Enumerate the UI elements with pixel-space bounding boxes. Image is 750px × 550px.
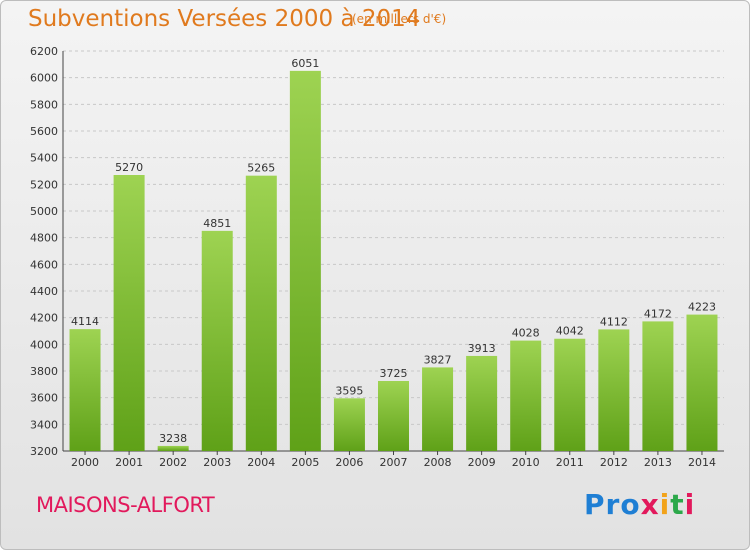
bar-layer xyxy=(69,70,718,451)
bar xyxy=(642,321,674,451)
x-tick-label: 2008 xyxy=(424,456,452,469)
city-name: MAISONS-ALFORT xyxy=(36,493,215,517)
data-label: 3827 xyxy=(424,353,452,366)
data-label: 5270 xyxy=(115,161,143,174)
x-tick-label: 2011 xyxy=(556,456,584,469)
y-tick-label: 3200 xyxy=(30,445,58,458)
data-label: 6051 xyxy=(291,57,319,70)
data-label: 4028 xyxy=(512,327,540,340)
bar xyxy=(422,367,454,451)
proxiti-logo[interactable]: Proxiti xyxy=(584,488,695,521)
x-tick-label: 2014 xyxy=(688,456,716,469)
logo-part: x xyxy=(640,488,660,521)
x-tick-label: 2004 xyxy=(247,456,275,469)
x-tick-label: 2000 xyxy=(71,456,99,469)
bar xyxy=(466,355,498,451)
x-tick-label: 2013 xyxy=(644,456,672,469)
data-label: 3913 xyxy=(468,342,496,355)
x-tick-label: 2009 xyxy=(468,456,496,469)
y-tick-label: 4200 xyxy=(30,312,58,325)
bar xyxy=(554,338,586,451)
data-label: 3595 xyxy=(335,384,363,397)
logo-part: i xyxy=(659,488,671,521)
y-tick-label: 3400 xyxy=(30,418,58,431)
x-tick-label: 2007 xyxy=(380,456,408,469)
y-tick-label: 6200 xyxy=(30,45,58,58)
y-tick-label: 5000 xyxy=(30,205,58,218)
label-layer: 2000 4114 2001 5270 2002 3238 2003 4851 2004 5265… xyxy=(71,57,716,469)
data-label: 4223 xyxy=(688,301,716,314)
data-label: 5265 xyxy=(247,162,275,175)
x-tick-label: 2001 xyxy=(115,456,143,469)
y-tick-label: 5400 xyxy=(30,152,58,165)
x-tick-label: 2010 xyxy=(512,456,540,469)
data-label: 4851 xyxy=(203,217,231,230)
bar xyxy=(510,340,542,451)
y-tick-label: 4400 xyxy=(30,285,58,298)
x-tick-label: 2006 xyxy=(335,456,363,469)
data-label: 4172 xyxy=(644,307,672,320)
bar xyxy=(378,381,409,451)
y-tick-label: 4000 xyxy=(30,338,58,351)
data-label: 4114 xyxy=(71,315,99,328)
y-tick-label: 3600 xyxy=(30,392,58,405)
y-tick-label: 5200 xyxy=(30,178,58,191)
bar xyxy=(201,230,233,451)
axis-layer: 3200 3400 3600 3800 4000 4200 4400 4600 4800 5000… xyxy=(30,45,724,458)
y-tick-label: 5600 xyxy=(30,125,58,138)
y-tick-label: 6000 xyxy=(30,72,58,85)
bar xyxy=(333,398,365,451)
x-tick-label: 2005 xyxy=(291,456,319,469)
logo-part: Pro xyxy=(584,488,641,521)
x-tick-label: 2003 xyxy=(203,456,231,469)
bar xyxy=(289,70,321,451)
bar xyxy=(245,175,277,451)
chart-title: Subventions Versées 2000 à 2014 xyxy=(28,6,421,32)
bar xyxy=(686,314,718,451)
y-tick-label: 4800 xyxy=(30,232,58,245)
y-tick-label: 4600 xyxy=(30,258,58,271)
data-label: 4042 xyxy=(556,325,584,338)
bar xyxy=(113,175,145,451)
chart-subtitle: (en milliers d'€) xyxy=(352,12,447,26)
logo-part: t xyxy=(670,488,685,521)
data-label: 3238 xyxy=(159,432,187,445)
y-tick-label: 3800 xyxy=(30,365,58,378)
bar xyxy=(69,329,101,451)
data-label: 3725 xyxy=(380,367,408,380)
bar xyxy=(157,445,189,451)
x-tick-label: 2012 xyxy=(600,456,628,469)
x-tick-label: 2002 xyxy=(159,456,187,469)
y-tick-label: 5800 xyxy=(30,98,58,111)
bar xyxy=(598,329,630,451)
logo-part: i xyxy=(684,488,696,521)
data-label: 4112 xyxy=(600,315,628,328)
